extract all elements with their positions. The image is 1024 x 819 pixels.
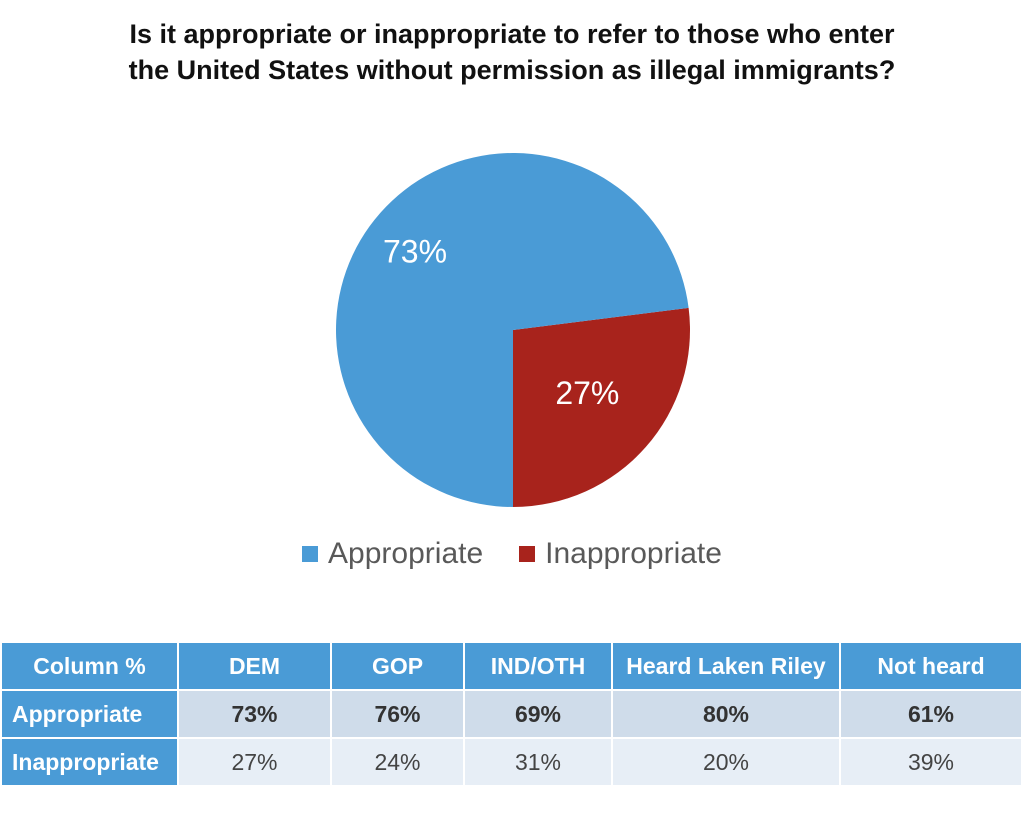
legend-item-appropriate: Appropriate — [302, 537, 483, 571]
pie-label-appropriate: 73% — [383, 233, 447, 269]
legend-swatch-inappropriate — [519, 546, 536, 562]
legend-label-inappropriate: Inappropriate — [545, 537, 722, 570]
table-header-cell: Not heard — [839, 641, 1023, 691]
table-cell: 27% — [177, 737, 332, 787]
table-cell: 20% — [611, 737, 841, 787]
crosstab-table: Column % DEM GOP IND/OTH Heard Laken Ril… — [0, 641, 1023, 787]
pie-slice-inappropriate — [513, 307, 690, 507]
legend-label-appropriate: Appropriate — [328, 537, 484, 570]
table-header-cell: Heard Laken Riley — [611, 641, 841, 691]
legend-swatch-appropriate — [302, 546, 319, 562]
table-cell: 73% — [177, 689, 332, 739]
table-cell: 80% — [611, 689, 841, 739]
table-row: Inappropriate 27% 24% 31% 20% 39% — [0, 737, 1023, 787]
table-cell: 39% — [839, 737, 1023, 787]
legend: Appropriate Inappropriate — [0, 537, 1024, 571]
table-cell: 61% — [839, 689, 1023, 739]
table-cell: 31% — [463, 737, 613, 787]
pie-chart: 27% 73% — [335, 153, 690, 508]
table-cell: 76% — [330, 689, 465, 739]
row-label: Appropriate — [0, 689, 179, 739]
table-header-row: Column % DEM GOP IND/OTH Heard Laken Ril… — [0, 641, 1023, 691]
table-header-cell: GOP — [330, 641, 465, 691]
pie-slice-appropriate — [335, 153, 689, 508]
table-cell: 24% — [330, 737, 465, 787]
chart-title: Is it appropriate or inappropriate to re… — [128, 19, 896, 85]
table-cell: 69% — [463, 689, 613, 739]
table-row: Appropriate 73% 76% 69% 80% 61% — [0, 689, 1023, 739]
table-header-cell: IND/OTH — [463, 641, 613, 691]
legend-item-inappropriate: Inappropriate — [519, 537, 722, 571]
pie-label-inappropriate: 27% — [555, 375, 619, 411]
table-header-cell: DEM — [177, 641, 332, 691]
table-header-cell: Column % — [0, 641, 179, 691]
row-label: Inappropriate — [0, 737, 179, 787]
